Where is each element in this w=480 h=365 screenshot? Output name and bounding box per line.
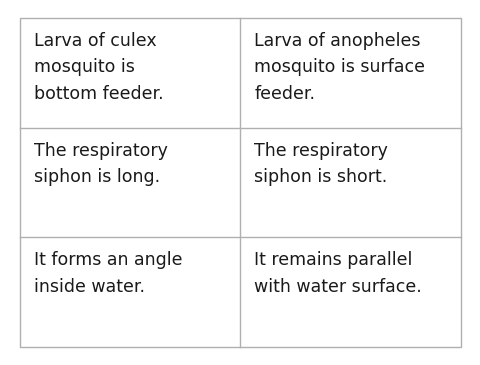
Text: It forms an angle
inside water.: It forms an angle inside water. (34, 251, 182, 296)
Text: The respiratory
siphon is short.: The respiratory siphon is short. (254, 142, 387, 186)
Text: Larva of culex
mosquito is
bottom feeder.: Larva of culex mosquito is bottom feeder… (34, 32, 163, 103)
Text: The respiratory
siphon is long.: The respiratory siphon is long. (34, 142, 168, 186)
Text: It remains parallel
with water surface.: It remains parallel with water surface. (254, 251, 421, 296)
Text: Larva of anopheles
mosquito is surface
feeder.: Larva of anopheles mosquito is surface f… (254, 32, 425, 103)
